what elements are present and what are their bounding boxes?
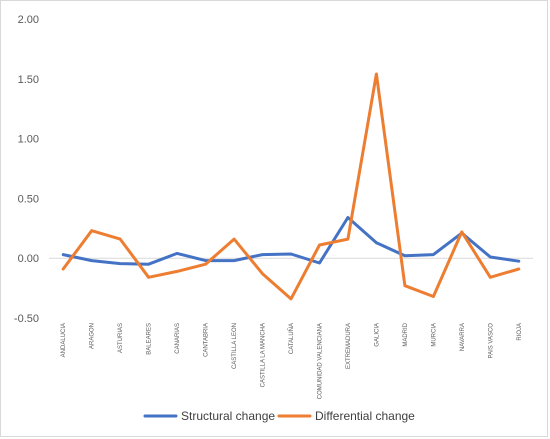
y-tick-label: 1.50 <box>18 74 39 86</box>
x-tick-label: PAIS VASCO <box>488 323 494 359</box>
x-tick-label: CATALUÑA <box>288 323 295 354</box>
x-tick-label: CANARIAS <box>175 323 181 354</box>
x-tick-label: MADRID <box>403 322 409 346</box>
x-tick-label: NAVARRA <box>460 323 466 351</box>
x-tick-label: EXTREMADURA <box>346 323 352 369</box>
x-tick-label: ARAGON <box>90 323 96 349</box>
x-tick-label: ASTURIAS <box>118 323 124 353</box>
x-tick-label: MURCIA <box>431 323 437 347</box>
x-tick-label: GALICIA <box>374 323 380 347</box>
x-tick-label: CASTILLA LA MANCHA <box>261 323 267 387</box>
y-tick-label: -0.50 <box>14 313 39 325</box>
x-tick-label: BALEARES <box>147 323 153 355</box>
x-tick-label: COMUNIDAD VALENCIANA <box>317 323 323 399</box>
x-tick-label: CASTILLA LEON <box>232 323 238 369</box>
y-tick-label: 1.00 <box>18 134 39 146</box>
y-tick-label: 2.00 <box>18 14 39 26</box>
x-tick-label: CANTABRIA <box>204 323 210 357</box>
y-tick-label: 0.00 <box>18 253 39 265</box>
x-tick-label: ANDALUCIA <box>61 323 67 357</box>
y-tick-label: 0.50 <box>18 193 39 205</box>
series-line-differential-change <box>61 72 521 301</box>
legend-label: Structural change <box>181 409 275 423</box>
legend-label: Differential change <box>315 409 415 423</box>
x-tick-label: RIOJA <box>517 323 523 341</box>
